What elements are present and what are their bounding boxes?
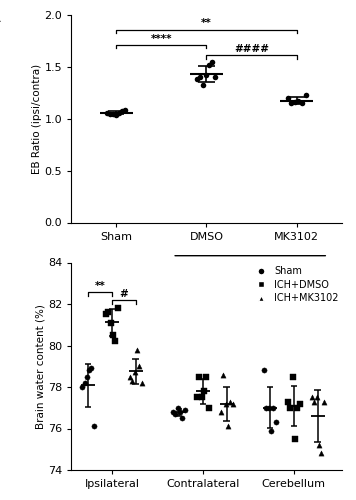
- Point: [285, 94, 290, 102]
- Point: [104, 108, 110, 116]
- Point: [285, 398, 291, 406]
- Point: [290, 372, 295, 380]
- Point: [261, 366, 267, 374]
- Point: [271, 404, 276, 412]
- Point: [106, 308, 111, 316]
- Point: [273, 418, 278, 426]
- Point: [198, 73, 203, 81]
- Point: [130, 377, 135, 385]
- Y-axis label: EB Ratio (ipsi/contra): EB Ratio (ipsi/contra): [32, 64, 42, 174]
- Point: [134, 346, 140, 354]
- Point: [294, 404, 300, 412]
- Text: ****: ****: [151, 34, 172, 44]
- Text: ICH: ICH: [242, 268, 261, 278]
- Point: [204, 372, 209, 380]
- Point: [179, 414, 185, 422]
- Point: [288, 99, 294, 107]
- Point: [206, 404, 211, 412]
- Point: [86, 366, 92, 374]
- Point: [116, 108, 122, 116]
- Point: [295, 97, 301, 105]
- Point: [103, 310, 109, 318]
- Point: [314, 394, 320, 402]
- Point: [173, 410, 178, 418]
- Point: [227, 398, 233, 406]
- Point: [288, 404, 293, 412]
- Text: A: A: [0, 11, 1, 25]
- Point: [139, 379, 145, 387]
- Point: [201, 80, 206, 88]
- Point: [114, 110, 119, 118]
- Point: [220, 370, 226, 378]
- Point: [82, 379, 87, 387]
- Point: [177, 408, 183, 416]
- Text: **: **: [201, 18, 212, 28]
- Point: [312, 398, 317, 406]
- Text: B: B: [0, 258, 1, 272]
- Point: [303, 91, 309, 99]
- Point: [204, 71, 209, 79]
- Point: [182, 406, 188, 414]
- Point: [299, 99, 305, 107]
- Text: #: #: [120, 290, 128, 300]
- Point: [110, 331, 116, 339]
- Point: [292, 435, 298, 443]
- Point: [132, 368, 137, 376]
- Point: [199, 394, 205, 402]
- Point: [268, 426, 274, 434]
- Text: **: **: [95, 281, 105, 291]
- Point: [264, 404, 269, 412]
- Point: [194, 394, 200, 402]
- Point: [318, 450, 324, 458]
- Point: [206, 61, 212, 69]
- Point: [210, 58, 215, 66]
- Point: [309, 394, 315, 402]
- Point: [213, 73, 218, 81]
- Point: [195, 76, 200, 84]
- Point: [297, 400, 303, 407]
- Point: [108, 318, 114, 326]
- Point: [136, 362, 142, 370]
- Point: [230, 400, 235, 407]
- Point: [223, 400, 229, 407]
- Point: [89, 364, 94, 372]
- Point: [171, 408, 176, 416]
- Point: [115, 304, 120, 312]
- Point: [84, 372, 90, 380]
- Point: [120, 108, 125, 116]
- Point: [127, 372, 133, 380]
- Y-axis label: Brain water content (%): Brain water content (%): [35, 304, 45, 428]
- Text: ####: ####: [234, 44, 269, 54]
- Point: [266, 404, 272, 412]
- Point: [201, 387, 207, 395]
- Point: [112, 338, 118, 345]
- Point: [316, 441, 322, 449]
- Point: [292, 98, 298, 106]
- Point: [321, 398, 326, 406]
- Point: [91, 422, 96, 430]
- Point: [175, 404, 180, 412]
- Point: [79, 383, 85, 391]
- Point: [225, 422, 231, 430]
- Point: [108, 110, 113, 118]
- Point: [122, 106, 128, 114]
- Point: [110, 110, 116, 118]
- Point: [197, 372, 202, 380]
- Point: [218, 408, 224, 416]
- Legend: Sham, ICH+DMSO, ICH+MK3102: Sham, ICH+DMSO, ICH+MK3102: [251, 266, 340, 304]
